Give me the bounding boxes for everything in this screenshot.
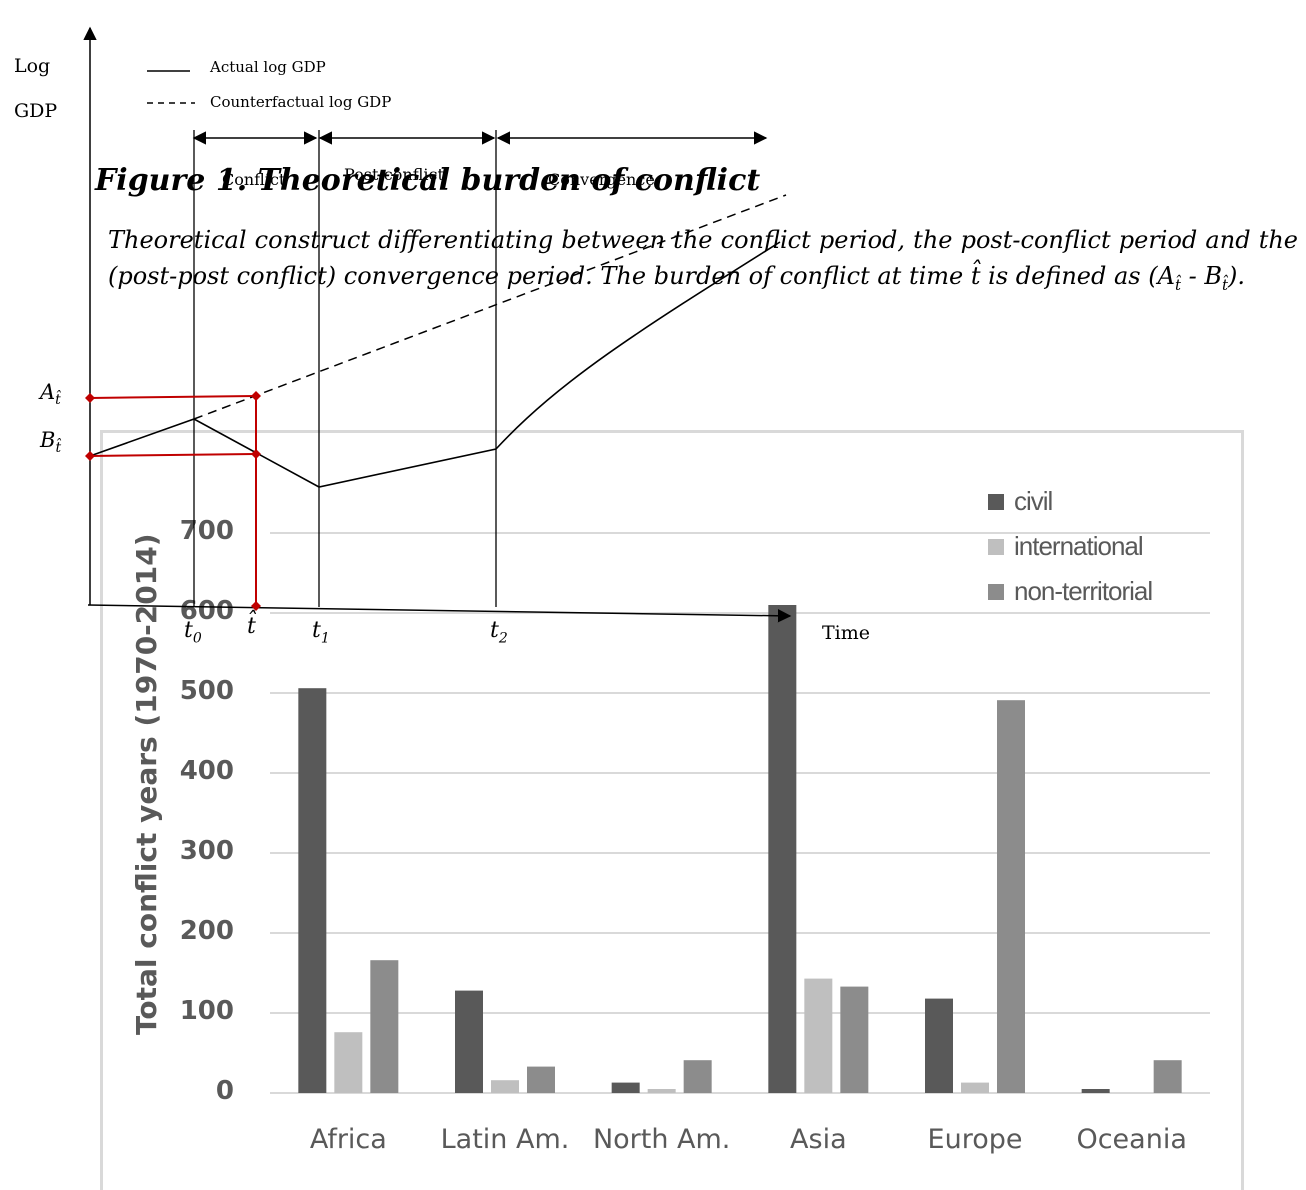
x-category-label: Oceania bbox=[1076, 1124, 1187, 1155]
a-hat-axis-marker bbox=[85, 393, 95, 403]
legend-label-non-territorial: non-territorial bbox=[1014, 576, 1153, 606]
tick-t2-sub: 2 bbox=[498, 630, 508, 647]
y-tick-label: 0 bbox=[215, 1076, 234, 1106]
caption-sep: - bbox=[1180, 262, 1205, 290]
figure-caption: Theoretical construct differentiating be… bbox=[108, 222, 1298, 303]
tick-t1: t1 bbox=[312, 618, 330, 646]
y-tick-label: 500 bbox=[179, 676, 234, 706]
figure-title: Figure 1. Theoretical burden of conflict bbox=[95, 163, 761, 198]
legend-item-non-territorial: non-territorial bbox=[988, 576, 1153, 607]
legend-swatch-civil bbox=[988, 493, 1004, 510]
caption-text: Theoretical construct differentiating be… bbox=[108, 226, 1298, 290]
label-a-sub: t̂ bbox=[55, 392, 61, 409]
y-tick-label: 300 bbox=[179, 836, 234, 866]
caption-a: A bbox=[1157, 262, 1175, 290]
counterfactual-gdp-line bbox=[193, 194, 787, 420]
legend-label-civil: civil bbox=[1014, 486, 1053, 516]
bar-non-territorial-europe bbox=[997, 700, 1025, 1093]
legend-actual-label: Actual log GDP bbox=[210, 58, 326, 76]
label-a: A bbox=[40, 380, 56, 404]
tick-t1-letter: t bbox=[312, 618, 321, 643]
x-category-label: Africa bbox=[309, 1124, 387, 1155]
bar-international-latin-am bbox=[491, 1080, 519, 1093]
b-hat-point-marker bbox=[251, 449, 261, 459]
tick-t0: t0 bbox=[184, 618, 202, 646]
bar-civil-asia bbox=[768, 605, 797, 1093]
x-category-label: Europe bbox=[927, 1124, 1023, 1155]
legend-swatch-non-territorial bbox=[988, 583, 1004, 600]
bar-civil-africa bbox=[298, 688, 327, 1093]
theory-y-label-line2: GDP bbox=[14, 100, 58, 122]
bar-international-africa bbox=[334, 1032, 363, 1093]
bar-international-asia bbox=[804, 978, 833, 1093]
bar-non-territorial-north-am bbox=[683, 1060, 712, 1093]
period-label-conflict: Conflict bbox=[222, 170, 286, 189]
actual-gdp-line bbox=[89, 241, 781, 488]
bar-civil-europe bbox=[925, 998, 953, 1093]
caption-a-sub: t̂ bbox=[1174, 275, 1181, 294]
tick-t2: t2 bbox=[490, 618, 508, 646]
bar-international-europe bbox=[961, 1082, 989, 1093]
bar-non-territorial-asia bbox=[840, 986, 869, 1093]
bar-civil-latin-am bbox=[455, 990, 483, 1093]
period-label-convergence: Convergence bbox=[548, 170, 655, 189]
theory-x-axis bbox=[87, 604, 792, 623]
y-tick-label: 700 bbox=[179, 516, 234, 546]
theory-x-label: Time bbox=[822, 622, 871, 644]
y-tick-label: 100 bbox=[179, 996, 234, 1026]
theory-y-label-line1: Log bbox=[14, 55, 51, 77]
tick-t0-letter: t bbox=[184, 618, 193, 643]
bars bbox=[298, 605, 1182, 1093]
label-a-hat: At̂ bbox=[40, 380, 61, 408]
tick-t-hat: t̂ bbox=[247, 614, 256, 639]
x-category-label: Asia bbox=[790, 1124, 847, 1155]
label-b-hat: Bt̂ bbox=[40, 428, 61, 456]
gridlines bbox=[270, 532, 1210, 1094]
y-tick-label: 600 bbox=[179, 596, 234, 626]
a-hat-point-marker bbox=[251, 391, 261, 401]
b-hat-line bbox=[89, 453, 257, 457]
bar-non-territorial-oceania bbox=[1153, 1060, 1182, 1093]
caption-b: B bbox=[1204, 262, 1222, 290]
legend-counterfactual-label: Counterfactual log GDP bbox=[210, 93, 392, 111]
y-tick-label: 200 bbox=[179, 916, 234, 946]
x-category-label: Latin Am. bbox=[440, 1124, 570, 1155]
label-b-sub: t̂ bbox=[55, 440, 62, 457]
caption-b-sub: t̂ bbox=[1222, 275, 1229, 294]
bar-civil-north-am bbox=[611, 1082, 640, 1093]
legend-item-international: international bbox=[988, 531, 1144, 562]
tick-t0-sub: 0 bbox=[192, 630, 202, 647]
legend-label-international: international bbox=[1014, 531, 1144, 561]
tick-t1-sub: 1 bbox=[320, 630, 330, 647]
t-hat-axis-marker bbox=[251, 601, 261, 611]
x-category-label: North Am. bbox=[592, 1124, 731, 1155]
bar-non-territorial-latin-am bbox=[527, 1066, 555, 1093]
legend-swatch-international bbox=[988, 538, 1004, 555]
tick-t2-letter: t bbox=[490, 618, 499, 643]
bar-civil-oceania bbox=[1081, 1089, 1110, 1093]
bar-international-north-am bbox=[647, 1089, 676, 1093]
caption-end: ). bbox=[1228, 262, 1246, 290]
bar-non-territorial-africa bbox=[370, 960, 399, 1093]
b-hat-axis-marker bbox=[85, 451, 95, 461]
period-label-post-conflict: Post-conflict bbox=[344, 165, 444, 184]
legend-item-civil: civil bbox=[988, 486, 1053, 517]
a-hat-line bbox=[89, 395, 257, 399]
bar-chart-panel bbox=[100, 430, 1244, 1190]
label-b: B bbox=[40, 428, 56, 452]
y-tick-label: 400 bbox=[179, 756, 234, 786]
